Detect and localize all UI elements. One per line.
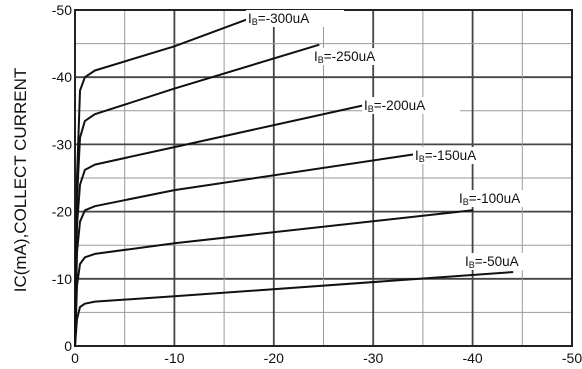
curve-label-bg [362, 97, 460, 114]
y-axis-title: IC(mA),COLLECT CURRENT [11, 68, 30, 292]
curve-label-value: =-200uA [374, 98, 425, 113]
curve-ib-1 [74, 43, 320, 347]
curve-labels: IB=-300uAIB=-250uAIB=-200uAIB=-150uAIB=-… [246, 10, 561, 270]
curve-label-symbol: I [248, 11, 252, 26]
curve-label-value: =-250uA [324, 49, 375, 64]
curve-label: IB=-100uA [459, 191, 520, 207]
curve-ib-5 [74, 271, 514, 347]
y-tick-label: -40 [52, 69, 72, 85]
curve-label-symbol: I [459, 191, 463, 206]
curve-label-subscript: B [368, 104, 374, 114]
curve-label-value: =-100uA [469, 191, 520, 206]
curve-ib-0 [74, 10, 270, 347]
x-tick-label: -20 [264, 350, 284, 366]
curve-label-value: =-150uA [425, 148, 476, 163]
y-tick-label: -10 [52, 271, 72, 287]
curve-label-symbol: I [415, 148, 419, 163]
curve-label-value: =-50uA [475, 254, 519, 269]
curve-label-bg [463, 253, 561, 270]
x-tick-label: -30 [363, 350, 383, 366]
curve-label: IB=-250uA [314, 49, 375, 65]
curve-label-subscript: B [419, 154, 425, 164]
curve-label-subscript: B [463, 197, 469, 207]
y-tick-label: -20 [52, 204, 72, 220]
y-tick-label: 0 [64, 338, 72, 354]
tick-labels: 0 -10 -20 -30 -40 -50 0 -10 -20 -30 -40 -50 [52, 2, 582, 366]
curve-label-bg [413, 147, 511, 164]
curve-label-subscript: B [318, 55, 324, 65]
curve-label-subscript: B [252, 17, 258, 27]
y-tick-label: -50 [52, 2, 72, 18]
curve-label-bg [246, 10, 344, 27]
x-tick-label: -50 [562, 350, 582, 366]
x-tick-label: 0 [71, 350, 79, 366]
curve-label: IB=-150uA [415, 148, 476, 164]
curve-label-symbol: I [314, 49, 318, 64]
curve-label-bg [457, 190, 555, 207]
curve-label-symbol: I [465, 254, 469, 269]
curve-label: IB=-50uA [465, 254, 519, 270]
curve-ib-3 [74, 153, 414, 347]
curve-ib-2 [74, 104, 365, 347]
curve-label: IB=-300uA [248, 11, 309, 27]
curve-label-bg [312, 48, 410, 65]
y-tick-label: -30 [52, 136, 72, 152]
x-tick-label: -10 [164, 350, 184, 366]
curves [74, 10, 514, 347]
curve-ib-4 [74, 209, 474, 347]
curve-label-value: =-300uA [258, 11, 309, 26]
x-tick-label: -40 [462, 350, 482, 366]
curve-label-subscript: B [469, 260, 475, 270]
curve-label: IB=-200uA [364, 98, 425, 114]
curve-label-symbol: I [364, 98, 368, 113]
